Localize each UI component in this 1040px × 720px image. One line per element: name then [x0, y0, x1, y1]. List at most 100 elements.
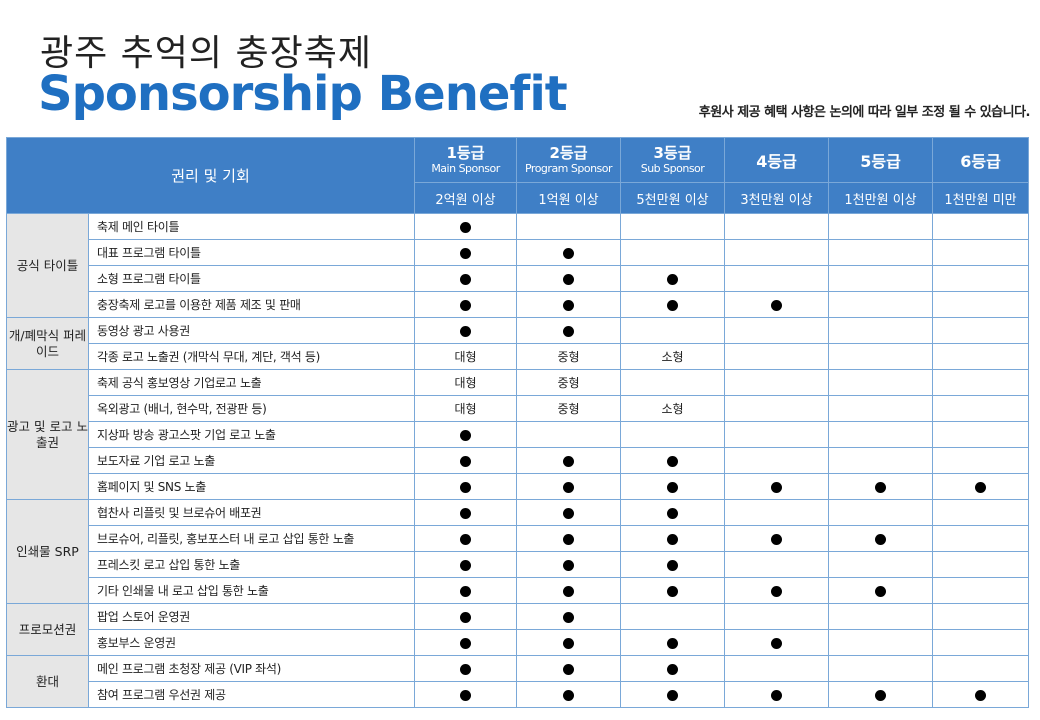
benefit-cell-included: [414, 525, 518, 552]
benefit-cell-empty: [828, 291, 934, 318]
benefit-cell-included: [724, 629, 830, 656]
benefit-cell-included: [414, 629, 518, 656]
filled-circle-icon: [563, 299, 575, 311]
category-cell: 프로모션권: [6, 603, 89, 656]
table-row: 보도자료 기업 로고 노출: [7, 447, 1030, 474]
benefit-cell-included: [620, 265, 726, 292]
table-row: 브로슈어, 리플릿, 홍보포스터 내 로고 삽입 통한 노출: [7, 525, 1030, 552]
benefit-cell-empty: [828, 213, 934, 240]
benefit-cell-included: [414, 265, 518, 292]
benefit-cell-included: [620, 291, 726, 318]
grade-amount: 3천만원 이상: [724, 182, 830, 214]
filled-circle-icon: [975, 481, 987, 493]
benefit-cell-included: [620, 525, 726, 552]
benefit-cell-included: [620, 551, 726, 578]
filled-circle-icon: [667, 637, 679, 649]
table-row: 공식 타이틀 축제 메인 타이틀: [6, 213, 1030, 318]
benefit-cell-empty: [932, 369, 1030, 396]
benefit-cell-empty: [828, 395, 934, 422]
benefit-cell-empty: [620, 239, 726, 266]
benefit-cell-size: 대형: [414, 369, 518, 396]
table-row: 대표 프로그램 타이틀: [7, 239, 1030, 266]
grade-sponsor-type: Sub Sponsor: [640, 161, 705, 175]
benefit-label: 프레스킷 로고 삽입 통한 노출: [87, 551, 416, 578]
benefit-cell-empty: [724, 239, 830, 266]
benefit-cell-size: 중형: [516, 343, 622, 370]
benefit-cell-included: [620, 499, 726, 526]
table-row: 소형 프로그램 타이틀: [7, 265, 1030, 292]
filled-circle-icon: [563, 637, 575, 649]
grade-header: 3등급 Sub Sponsor: [620, 137, 726, 183]
benefit-cell-empty: [932, 603, 1030, 630]
table-row: 기타 인쇄물 내 로고 삽입 통한 노출: [7, 577, 1030, 604]
benefit-cell-included: [516, 655, 622, 682]
grade-name: 3등급: [653, 143, 692, 162]
table-row: 개/폐막식 퍼레이드 동영상 광고 사용권: [6, 317, 1030, 370]
benefit-cell-empty: [516, 213, 622, 240]
benefit-cell-empty: [828, 343, 934, 370]
grade-header: 4등급: [724, 137, 830, 183]
filled-circle-icon: [563, 455, 575, 467]
benefit-cell-empty: [828, 551, 934, 578]
grade-amount: 2억원 이상: [414, 182, 518, 214]
benefit-label: 충장축제 로고를 이용한 제품 제조 및 판매: [87, 291, 416, 318]
filled-circle-icon: [460, 689, 472, 701]
filled-circle-icon: [975, 689, 987, 701]
benefit-cell-included: [620, 629, 726, 656]
benefit-cell-included: [932, 473, 1030, 500]
grade-amount: 1천만원 미만: [932, 182, 1030, 214]
grade-name: 2등급: [549, 143, 588, 162]
benefit-cell-empty: [932, 265, 1030, 292]
filled-circle-icon: [771, 585, 783, 597]
benefit-cell-included: [620, 473, 726, 500]
filled-circle-icon: [771, 689, 783, 701]
category-cell: 환대: [6, 655, 89, 708]
benefit-cell-empty: [724, 265, 830, 292]
category-cell: 광고 및 로고 노출권: [6, 369, 89, 500]
benefit-cell-included: [414, 551, 518, 578]
filled-circle-icon: [460, 637, 472, 649]
filled-circle-icon: [460, 533, 472, 545]
benefit-cell-included: [414, 681, 518, 708]
benefit-cell-empty: [932, 317, 1030, 344]
benefit-cell-empty: [828, 447, 934, 474]
benefit-cell-empty: [828, 421, 934, 448]
filled-circle-icon: [563, 481, 575, 493]
benefit-cell-included: [414, 317, 518, 344]
filled-circle-icon: [667, 533, 679, 545]
benefit-cell-included: [620, 447, 726, 474]
filled-circle-icon: [563, 611, 575, 623]
benefit-cell-empty: [932, 447, 1030, 474]
benefit-cell-empty: [932, 213, 1030, 240]
benefit-cell-empty: [724, 551, 830, 578]
page-title-english: Sponsorship Benefit: [38, 66, 568, 122]
filled-circle-icon: [771, 637, 783, 649]
filled-circle-icon: [460, 221, 472, 233]
table-row: 인쇄물 SRP 협찬사 리플릿 및 브로슈어 배포권: [6, 499, 1030, 604]
benefit-cell-empty: [828, 239, 934, 266]
benefit-cell-empty: [620, 213, 726, 240]
benefit-cell-empty: [828, 603, 934, 630]
benefit-cell-empty: [932, 655, 1030, 682]
rights-header: 권리 및 기회: [5, 137, 416, 214]
grade-amount: 1천만원 이상: [828, 182, 934, 214]
filled-circle-icon: [667, 299, 679, 311]
benefit-cell-included: [516, 603, 622, 630]
filled-circle-icon: [667, 689, 679, 701]
benefit-label: 보도자료 기업 로고 노출: [87, 447, 416, 474]
filled-circle-icon: [460, 559, 472, 571]
benefit-label: 브로슈어, 리플릿, 홍보포스터 내 로고 삽입 통한 노출: [87, 525, 416, 552]
benefit-cell-included: [414, 291, 518, 318]
filled-circle-icon: [563, 325, 575, 337]
grade-sponsor-type: Program Sponsor: [524, 161, 613, 175]
grade-name: 5등급: [860, 152, 901, 171]
filled-circle-icon: [875, 689, 887, 701]
filled-circle-icon: [460, 299, 472, 311]
benefit-cell-size: 소형: [620, 343, 726, 370]
benefit-cell-included: [724, 291, 830, 318]
benefit-cell-empty: [932, 499, 1030, 526]
benefit-cell-empty: [932, 291, 1030, 318]
benefit-cell-included: [414, 239, 518, 266]
grade-header: 1등급 Main Sponsor: [414, 137, 518, 183]
benefit-cell-included: [516, 239, 622, 266]
